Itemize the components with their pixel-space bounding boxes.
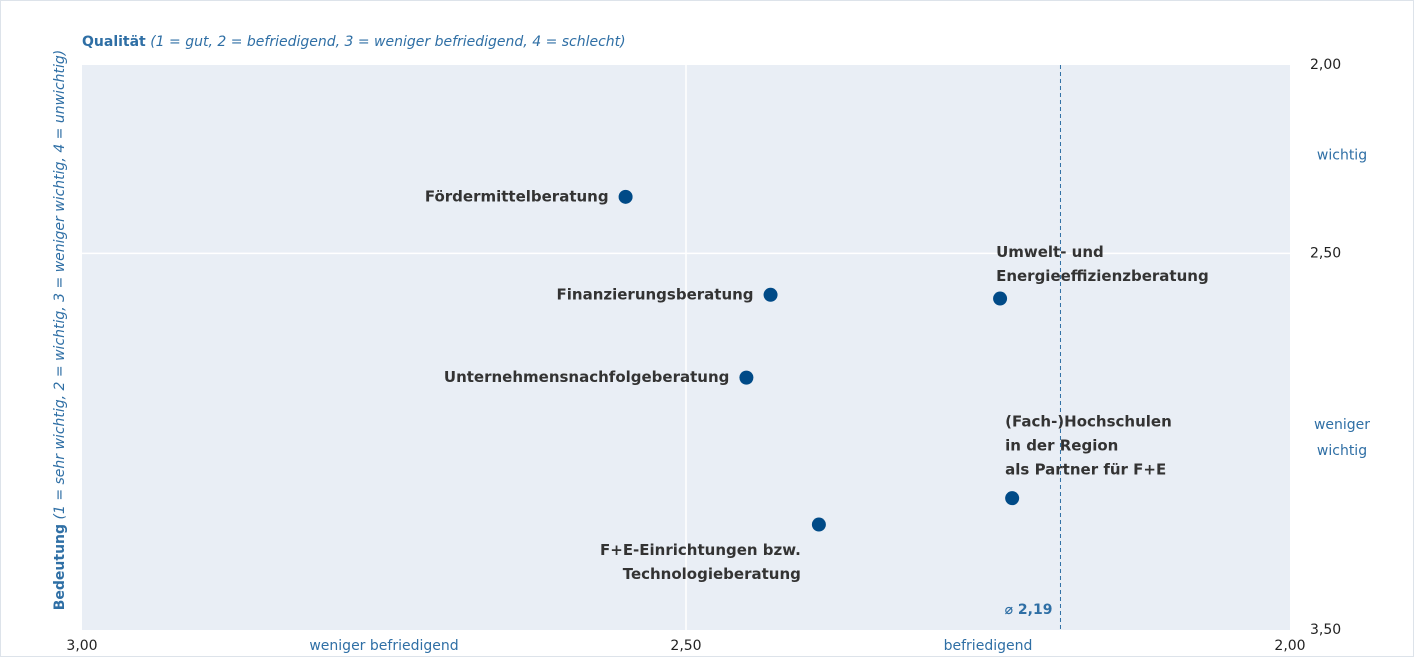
point-label: Unternehmensnachfolgeberatung: [444, 368, 730, 386]
y-region-label: wichtig: [1317, 443, 1367, 459]
point: [763, 287, 778, 302]
x-tick-label: 2,50: [670, 638, 701, 654]
point-label: als Partner für F+E: [1005, 461, 1166, 479]
point-label: Technologieberatung: [623, 565, 801, 583]
point: [811, 517, 826, 532]
x-region-label: befriedigend: [944, 638, 1033, 654]
x-tick-label: 3,00: [66, 638, 97, 654]
mean-label: ⌀ 2,19: [1005, 602, 1053, 618]
point-label: Fördermittelberatung: [425, 187, 609, 205]
point-label: F+E-Einrichtungen bzw.: [600, 541, 801, 559]
point-label: Umwelt- und: [996, 243, 1104, 261]
y-region-label: weniger: [1314, 417, 1370, 433]
point: [993, 291, 1008, 306]
point-label: in der Region: [1005, 437, 1118, 455]
y-tick-label: 3,50: [1310, 622, 1341, 638]
x-region-label: weniger befriedigend: [309, 638, 458, 654]
y-region-label: wichtig: [1317, 147, 1367, 163]
x-tick-label: 2,00: [1274, 638, 1305, 654]
point-label: (Fach-)Hochschulen: [1005, 413, 1172, 431]
point: [739, 370, 754, 385]
point-label: Finanzierungsberatung: [557, 285, 754, 303]
y-title-bold: Bedeutung: [52, 524, 68, 610]
y-axis-title: Bedeutung (1 = sehr wichtig, 2 = wichtig…: [52, 50, 68, 611]
x-title-italic: (1 = gut, 2 = befriedigend, 3 = weniger …: [150, 34, 625, 50]
x-title-bold: Qualität: [82, 34, 146, 50]
y-title-italic: (1 = sehr wichtig, 2 = wichtig, 3 = weni…: [52, 50, 68, 520]
point: [1005, 491, 1020, 506]
y-tick-label: 2,00: [1310, 57, 1341, 73]
point: [618, 189, 633, 204]
point-label: Energieeffizienzberatung: [996, 267, 1209, 285]
x-axis-title: Qualität (1 = gut, 2 = befriedigend, 3 =…: [82, 34, 626, 50]
y-tick-label: 2,50: [1310, 245, 1341, 261]
